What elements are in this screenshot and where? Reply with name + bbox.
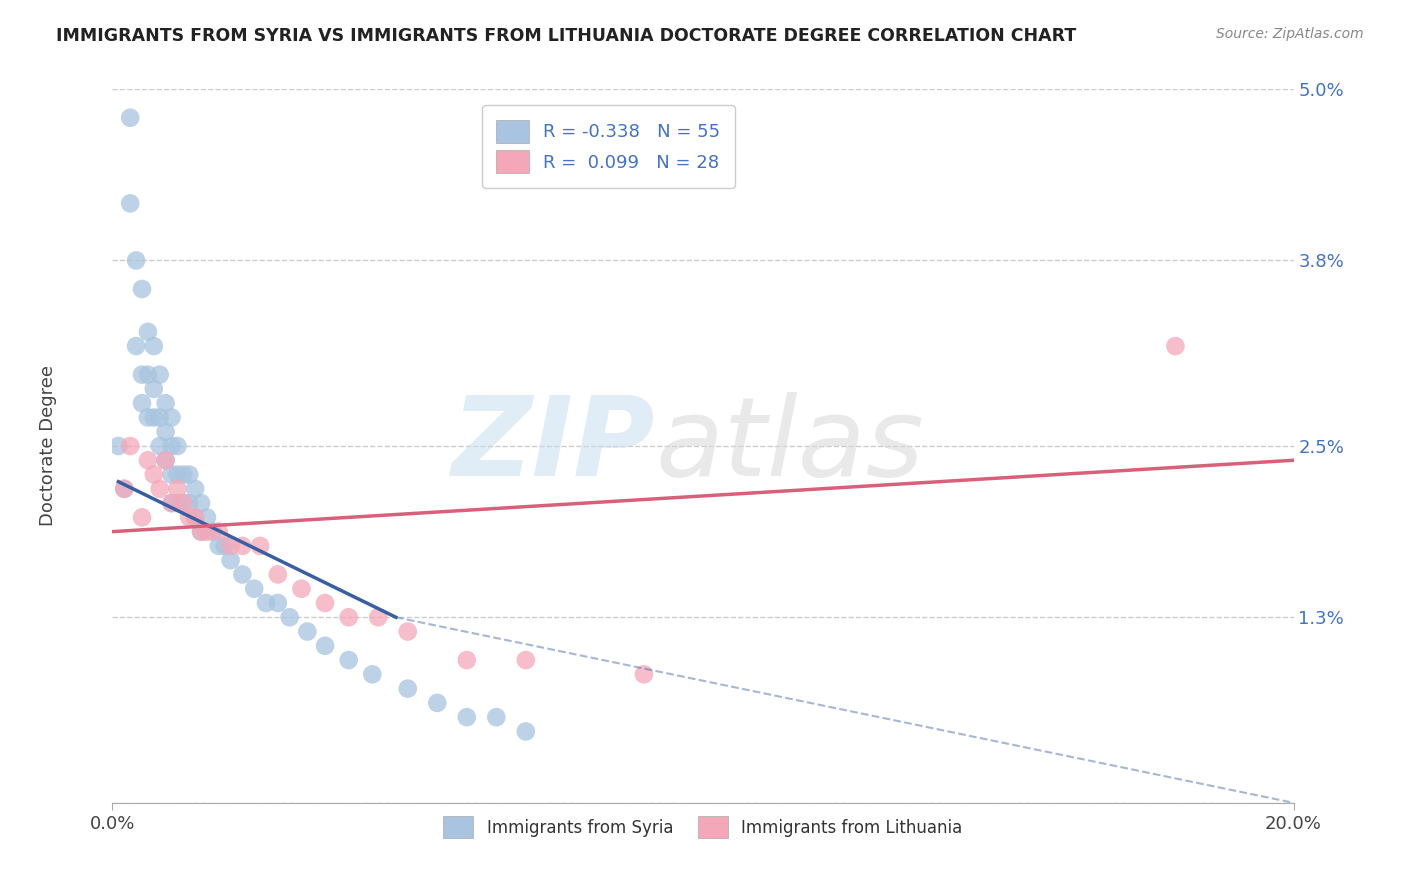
Point [149, 410, 172, 425]
Point [149, 482, 172, 496]
Point [208, 539, 231, 553]
Point [136, 325, 159, 339]
Point [184, 510, 207, 524]
Point [515, 724, 537, 739]
Point [1164, 339, 1187, 353]
Point [172, 496, 194, 510]
Point [125, 339, 148, 353]
Point [214, 539, 236, 553]
Point [208, 524, 231, 539]
Point [190, 524, 212, 539]
Point [195, 524, 218, 539]
Point [142, 339, 165, 353]
Point [155, 425, 177, 439]
Point [112, 482, 135, 496]
Point [179, 496, 201, 510]
Point [278, 610, 301, 624]
Point [267, 567, 290, 582]
Point [179, 467, 201, 482]
Point [172, 496, 194, 510]
Point [249, 539, 271, 553]
Point [195, 510, 218, 524]
Point [254, 596, 277, 610]
Point [219, 553, 242, 567]
Point [112, 482, 135, 496]
Point [131, 368, 153, 382]
Point [160, 439, 183, 453]
Point [160, 496, 183, 510]
Point [456, 653, 478, 667]
Point [184, 482, 207, 496]
Point [131, 510, 153, 524]
Point [426, 696, 449, 710]
Point [633, 667, 655, 681]
Text: IMMIGRANTS FROM SYRIA VS IMMIGRANTS FROM LITHUANIA DOCTORATE DEGREE CORRELATION : IMMIGRANTS FROM SYRIA VS IMMIGRANTS FROM… [56, 27, 1077, 45]
Point [166, 496, 188, 510]
Point [314, 639, 336, 653]
Point [172, 467, 194, 482]
Point [231, 539, 253, 553]
Point [219, 539, 242, 553]
Point [190, 524, 212, 539]
Point [125, 253, 148, 268]
Text: Source: ZipAtlas.com: Source: ZipAtlas.com [1216, 27, 1364, 41]
Point [131, 282, 153, 296]
Point [201, 524, 224, 539]
Point [155, 453, 177, 467]
Point [136, 368, 159, 382]
Point [243, 582, 266, 596]
Point [485, 710, 508, 724]
Point [160, 410, 183, 425]
Point [179, 510, 201, 524]
Point [456, 710, 478, 724]
Point [166, 482, 188, 496]
Point [231, 567, 253, 582]
Point [297, 624, 319, 639]
Point [136, 453, 159, 467]
Point [160, 467, 183, 482]
Point [120, 439, 142, 453]
Point [166, 467, 188, 482]
Point [120, 111, 142, 125]
Point [184, 510, 207, 524]
Point [155, 396, 177, 410]
Point [142, 410, 165, 425]
Point [367, 610, 389, 624]
Point [120, 196, 142, 211]
Text: ZIP: ZIP [453, 392, 655, 500]
Point [361, 667, 384, 681]
Text: atlas: atlas [655, 392, 924, 500]
Point [290, 582, 312, 596]
Point [149, 439, 172, 453]
Legend: Immigrants from Syria, Immigrants from Lithuania: Immigrants from Syria, Immigrants from L… [437, 810, 969, 845]
Point [337, 610, 360, 624]
Point [131, 396, 153, 410]
Point [155, 453, 177, 467]
Point [107, 439, 129, 453]
Point [190, 496, 212, 510]
Point [142, 467, 165, 482]
Point [396, 681, 419, 696]
Point [160, 496, 183, 510]
Point [149, 368, 172, 382]
Point [142, 382, 165, 396]
Point [314, 596, 336, 610]
Point [396, 624, 419, 639]
Point [515, 653, 537, 667]
Point [136, 410, 159, 425]
Point [166, 439, 188, 453]
Point [267, 596, 290, 610]
Y-axis label: Doctorate Degree: Doctorate Degree [39, 366, 56, 526]
Point [337, 653, 360, 667]
